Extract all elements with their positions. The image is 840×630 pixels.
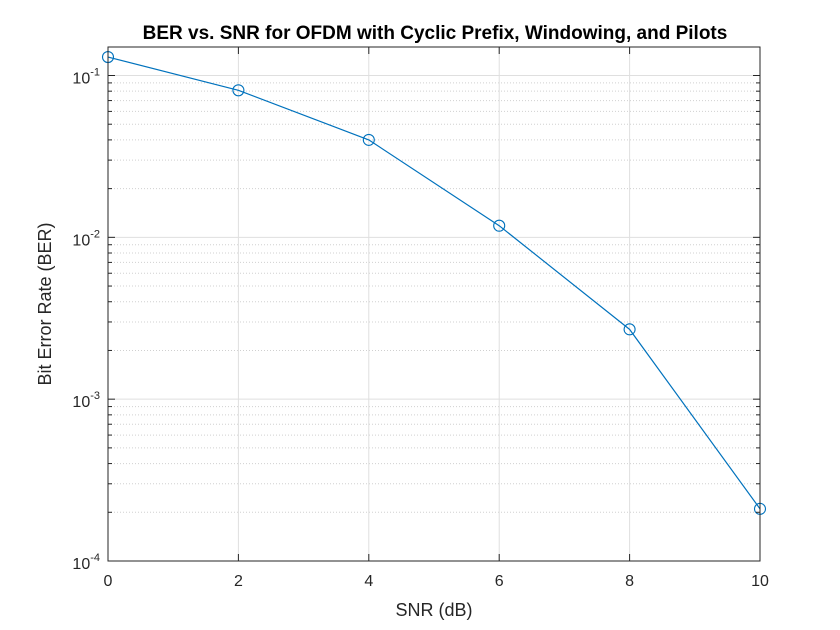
y-tick-base: 10: [72, 394, 90, 411]
y-tick-exponent: -4: [90, 552, 100, 564]
x-tick-label: 2: [234, 573, 243, 590]
y-tick-labels: 10-110-210-310-4: [72, 66, 100, 573]
ber-data-point: [232, 84, 245, 97]
ber-data-point: [362, 133, 375, 146]
x-tick-label: 10: [751, 573, 769, 590]
y-axis-label: Bit Error Rate (BER): [35, 222, 55, 385]
y-tick-base: 10: [72, 232, 90, 249]
y-tick-base: 10: [72, 556, 90, 573]
y-tick-exponent: -2: [90, 228, 100, 240]
tick-marks: [107, 47, 761, 562]
y-tick-base: 10: [72, 70, 90, 87]
x-tick-label: 8: [625, 573, 634, 590]
x-tick-label: 6: [495, 573, 504, 590]
plot-area: [108, 47, 760, 561]
ber-data-point: [493, 219, 506, 232]
y-tick-label: 10-3: [72, 390, 100, 411]
minor-grid: [108, 82, 760, 513]
ber-series-line: [107, 56, 761, 510]
x-tick-label: 0: [104, 573, 113, 590]
chart-title: BER vs. SNR for OFDM with Cyclic Prefix,…: [143, 23, 728, 44]
y-tick-label: 10-4: [72, 552, 100, 573]
x-tick-labels: 0 2 4 6 8 10: [104, 573, 769, 590]
ber-data-point: [623, 323, 636, 336]
x-tick-label: 4: [364, 573, 373, 590]
y-tick-exponent: -3: [90, 390, 100, 402]
y-tick-exponent: -1: [90, 66, 100, 78]
x-axis-label: SNR (dB): [395, 600, 472, 620]
axes-box: [107, 46, 761, 562]
y-tick-label: 10-2: [72, 228, 100, 249]
y-tick-label: 10-1: [72, 66, 100, 87]
